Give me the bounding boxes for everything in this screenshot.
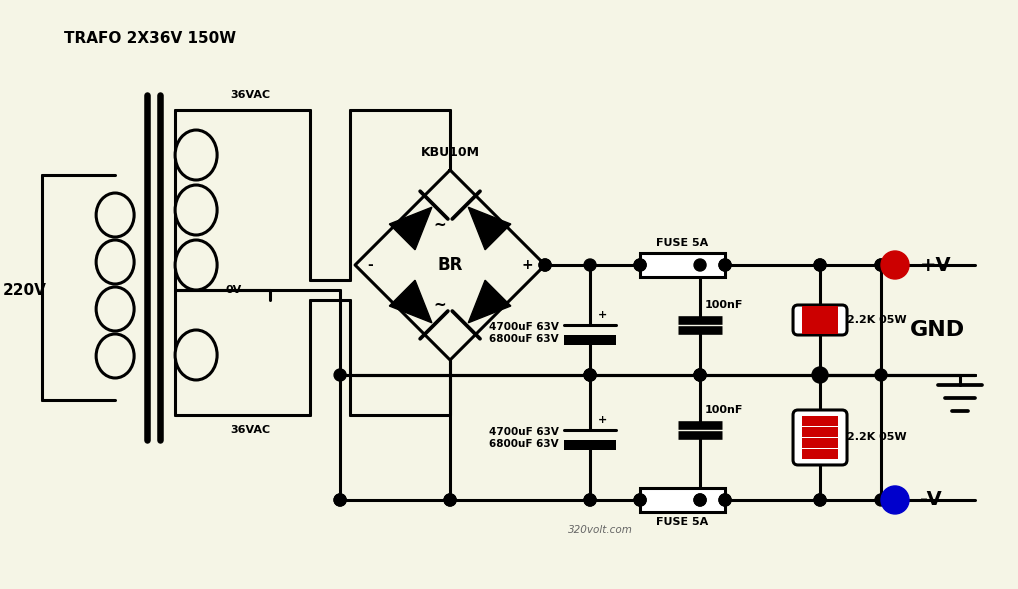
Ellipse shape xyxy=(96,240,134,284)
Circle shape xyxy=(334,494,346,506)
Ellipse shape xyxy=(175,330,217,380)
Polygon shape xyxy=(389,280,432,323)
Circle shape xyxy=(694,369,706,381)
Polygon shape xyxy=(389,207,432,250)
Circle shape xyxy=(719,494,731,506)
Text: +V: +V xyxy=(920,256,952,274)
Text: KBU10M: KBU10M xyxy=(420,145,479,158)
Circle shape xyxy=(814,369,826,381)
Circle shape xyxy=(719,259,731,271)
Bar xyxy=(802,318,838,328)
Circle shape xyxy=(584,259,597,271)
Polygon shape xyxy=(468,207,511,250)
Text: -: - xyxy=(367,258,373,272)
Circle shape xyxy=(540,259,551,271)
Circle shape xyxy=(812,367,828,383)
Text: -V: -V xyxy=(920,491,942,509)
Ellipse shape xyxy=(175,185,217,235)
Circle shape xyxy=(634,259,646,271)
Ellipse shape xyxy=(175,130,217,180)
Text: 36VAC: 36VAC xyxy=(230,425,270,435)
Circle shape xyxy=(694,369,706,381)
Bar xyxy=(640,488,725,512)
FancyBboxPatch shape xyxy=(793,305,847,335)
Bar xyxy=(802,449,838,459)
Circle shape xyxy=(584,369,597,381)
FancyBboxPatch shape xyxy=(793,410,847,465)
Text: 4700uF 63V
6800uF 63V: 4700uF 63V 6800uF 63V xyxy=(490,427,559,449)
Circle shape xyxy=(334,369,346,381)
Bar xyxy=(802,416,838,426)
Ellipse shape xyxy=(96,334,134,378)
Circle shape xyxy=(634,494,646,506)
Ellipse shape xyxy=(96,193,134,237)
Text: GND: GND xyxy=(910,320,965,340)
Bar xyxy=(802,312,838,322)
Text: ~: ~ xyxy=(434,297,447,313)
Text: FUSE 5A: FUSE 5A xyxy=(657,238,709,248)
Circle shape xyxy=(881,251,909,279)
Circle shape xyxy=(694,259,706,271)
Text: 320volt.com: 320volt.com xyxy=(568,525,632,535)
Text: TRAFO 2X36V 150W: TRAFO 2X36V 150W xyxy=(64,31,236,45)
Circle shape xyxy=(694,369,706,381)
Circle shape xyxy=(875,259,887,271)
Text: +: + xyxy=(598,415,608,425)
Circle shape xyxy=(881,486,909,514)
Circle shape xyxy=(875,369,887,381)
Circle shape xyxy=(719,259,731,271)
Circle shape xyxy=(694,494,706,506)
Bar xyxy=(802,427,838,437)
Circle shape xyxy=(540,259,551,271)
Text: 2.2K 05W: 2.2K 05W xyxy=(847,315,907,325)
Circle shape xyxy=(875,259,887,271)
Circle shape xyxy=(814,494,826,506)
Text: 100nF: 100nF xyxy=(705,300,743,310)
Text: 2.2K 05W: 2.2K 05W xyxy=(847,432,907,442)
Circle shape xyxy=(584,494,597,506)
Circle shape xyxy=(334,494,346,506)
Text: 4700uF 63V
6800uF 63V: 4700uF 63V 6800uF 63V xyxy=(490,322,559,344)
Circle shape xyxy=(814,259,826,271)
Polygon shape xyxy=(468,280,511,323)
Ellipse shape xyxy=(175,240,217,290)
Text: 220V: 220V xyxy=(3,283,47,297)
Circle shape xyxy=(584,369,597,381)
Circle shape xyxy=(444,494,456,506)
Circle shape xyxy=(694,494,706,506)
Circle shape xyxy=(814,369,826,381)
Text: FUSE 5A: FUSE 5A xyxy=(657,517,709,527)
Circle shape xyxy=(634,259,646,271)
Circle shape xyxy=(814,494,826,506)
Circle shape xyxy=(584,369,597,381)
Text: +: + xyxy=(521,258,533,272)
Circle shape xyxy=(584,494,597,506)
Text: 36VAC: 36VAC xyxy=(230,90,270,100)
Circle shape xyxy=(634,494,646,506)
Bar xyxy=(640,253,725,277)
Circle shape xyxy=(875,494,887,506)
Circle shape xyxy=(814,259,826,271)
Bar xyxy=(802,324,838,334)
Text: BR: BR xyxy=(438,256,463,274)
Bar xyxy=(802,306,838,316)
Text: 0V: 0V xyxy=(225,285,241,295)
Bar xyxy=(802,438,838,448)
Ellipse shape xyxy=(96,287,134,331)
Circle shape xyxy=(444,494,456,506)
Circle shape xyxy=(719,494,731,506)
Text: ~: ~ xyxy=(434,217,447,233)
Text: +: + xyxy=(598,310,608,320)
Text: 100nF: 100nF xyxy=(705,405,743,415)
